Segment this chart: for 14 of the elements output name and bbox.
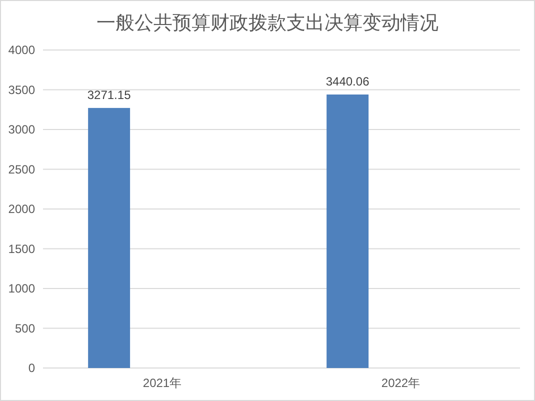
y-tick-label: 4000 <box>8 43 35 57</box>
x-tick-label: 2022年 <box>381 376 420 390</box>
y-tick-label: 2000 <box>8 202 35 216</box>
y-tick-label: 500 <box>14 321 35 336</box>
y-tick-label: 3000 <box>8 122 35 136</box>
y-tick-label: 1500 <box>8 242 35 256</box>
x-tick-label: 2021年 <box>142 376 182 390</box>
y-tick-label: 0 <box>28 361 35 375</box>
y-tick-label: 1000 <box>8 282 35 296</box>
data-label: 3271.15 <box>87 88 131 102</box>
y-tick-label: 2500 <box>8 162 35 176</box>
y-tick-label: 3500 <box>8 82 35 97</box>
data-label: 3440.06 <box>326 74 370 89</box>
chart-title: 一般公共预算财政拨款支出决算变动情况 <box>96 13 438 34</box>
